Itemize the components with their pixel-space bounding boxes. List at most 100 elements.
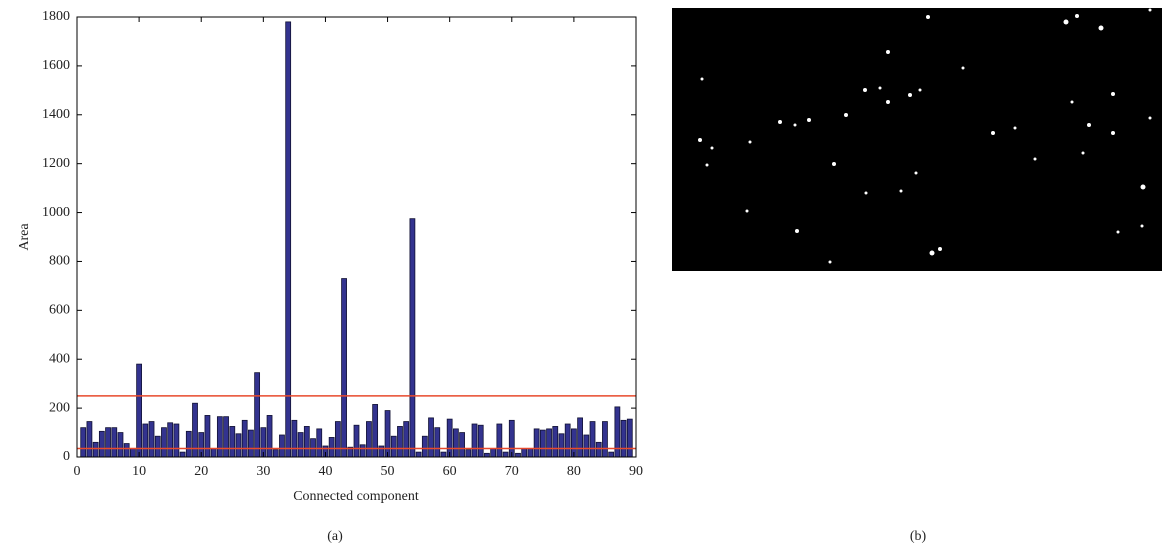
- bar: [528, 448, 533, 457]
- bar: [124, 444, 129, 457]
- bar: [453, 429, 458, 457]
- bar: [516, 453, 521, 457]
- bar: [155, 436, 160, 457]
- x-tick-label: 70: [505, 464, 519, 479]
- bar: [174, 424, 179, 457]
- x-tick-label: 20: [194, 464, 208, 479]
- caption: (a): [327, 529, 343, 544]
- bar: [342, 279, 347, 457]
- caption: (b): [910, 529, 927, 544]
- bar: [273, 450, 278, 457]
- bar: [391, 436, 396, 457]
- x-tick-label: 50: [381, 464, 395, 479]
- bar: [422, 436, 427, 457]
- bar: [602, 422, 607, 457]
- bar: [366, 422, 371, 457]
- bar: [99, 431, 104, 457]
- x-tick-label: 80: [567, 464, 581, 479]
- y-tick-label: 200: [49, 400, 70, 415]
- bar: [81, 428, 86, 457]
- bar: [93, 442, 98, 457]
- y-tick-label: 1800: [42, 9, 70, 24]
- bar: [267, 415, 272, 457]
- bar: [217, 417, 222, 457]
- bar: [298, 433, 303, 457]
- bar: [143, 424, 148, 457]
- y-tick-label: 1000: [42, 205, 70, 220]
- bar: [149, 422, 154, 457]
- x-tick-label: 90: [629, 464, 643, 479]
- bar: [478, 425, 483, 457]
- bar: [435, 428, 440, 457]
- bar: [397, 426, 402, 457]
- bar: [279, 435, 284, 457]
- bar: [547, 429, 552, 457]
- y-tick-label: 800: [49, 254, 70, 269]
- bar: [590, 422, 595, 457]
- plot-frame: [77, 17, 636, 457]
- y-axis-label: Area: [17, 223, 32, 251]
- bar: [168, 423, 173, 457]
- bar: [248, 430, 253, 457]
- y-tick-label: 1200: [42, 156, 70, 171]
- bar: [497, 424, 502, 457]
- bar: [385, 411, 390, 457]
- bar: [466, 450, 471, 457]
- bar: [522, 448, 527, 457]
- page: Area Connected component (a) (b) 0200400…: [0, 0, 1164, 550]
- bar: [615, 407, 620, 457]
- figure: Area Connected component (a) (b) 0200400…: [0, 0, 1164, 550]
- bar: [534, 429, 539, 457]
- bar: [429, 418, 434, 457]
- bar: [211, 448, 216, 457]
- bar: [609, 452, 614, 457]
- bar: [596, 442, 601, 457]
- bar: [180, 452, 185, 457]
- bar: [106, 428, 111, 457]
- bar: [509, 420, 514, 457]
- bar: [242, 420, 247, 457]
- bar: [404, 422, 409, 457]
- bar: [460, 433, 465, 457]
- bar: [205, 415, 210, 457]
- bar: [186, 431, 191, 457]
- bar: [491, 448, 496, 457]
- bar: [410, 219, 415, 457]
- y-tick-label: 1400: [42, 107, 70, 122]
- x-tick-label: 30: [256, 464, 270, 479]
- bar: [230, 426, 235, 457]
- bar: [553, 426, 558, 457]
- x-tick-label: 0: [74, 464, 81, 479]
- x-tick-label: 60: [443, 464, 457, 479]
- bar: [236, 434, 241, 457]
- bar: [292, 420, 297, 457]
- bar: [137, 364, 142, 457]
- bar: [255, 373, 260, 457]
- bar: [503, 452, 508, 457]
- y-tick-label: 0: [63, 449, 70, 464]
- bar: [317, 429, 322, 457]
- bar: [441, 452, 446, 457]
- x-axis-label: Connected component: [293, 489, 419, 504]
- bar: [161, 428, 166, 457]
- bar: [379, 446, 384, 457]
- bar: [578, 418, 583, 457]
- y-tick-label: 1600: [42, 58, 70, 73]
- bar: [118, 433, 123, 457]
- bar: [112, 428, 117, 457]
- bar: [559, 434, 564, 457]
- binary-image: [672, 8, 1162, 271]
- bar: [304, 426, 309, 457]
- bar: [621, 420, 626, 457]
- bar: [584, 435, 589, 457]
- bar: [540, 430, 545, 457]
- bar: [329, 437, 334, 457]
- bar: [286, 22, 291, 457]
- bar: [354, 425, 359, 457]
- bar: [416, 452, 421, 457]
- bar: [565, 424, 570, 457]
- x-tick-label: 10: [132, 464, 146, 479]
- bar: [484, 453, 489, 457]
- bar: [360, 445, 365, 457]
- bar: [447, 419, 452, 457]
